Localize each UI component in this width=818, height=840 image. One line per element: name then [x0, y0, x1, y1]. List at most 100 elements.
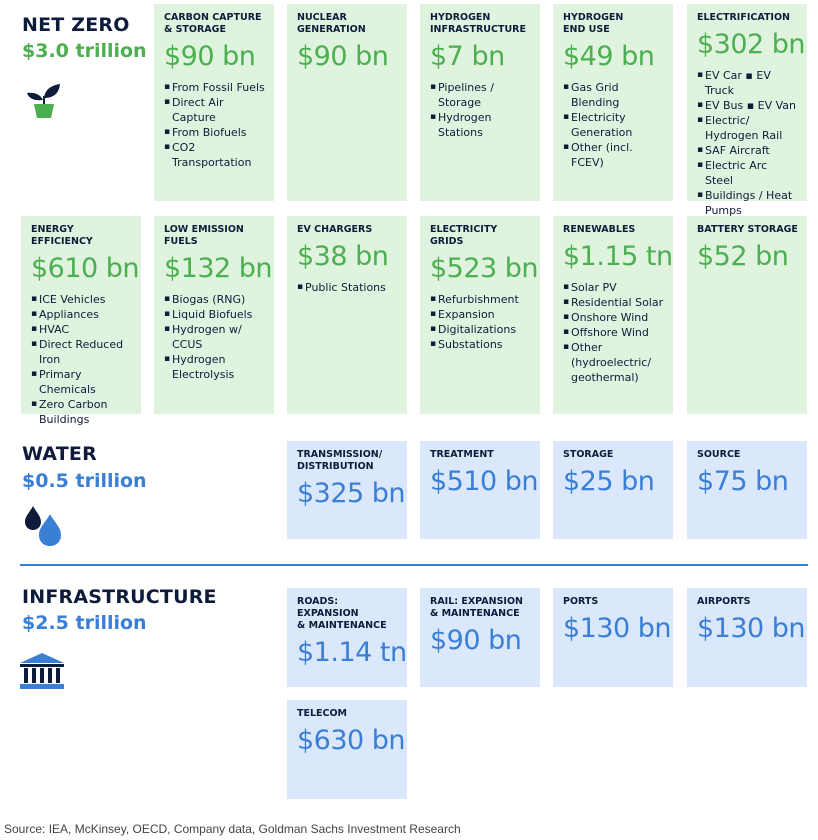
water-total: $0.5 trillion: [22, 470, 147, 492]
card-treatment: TREATMENT $510 bn: [420, 441, 540, 539]
card-value: $52 bn: [697, 241, 789, 272]
list-item: Electric/ Hydrogen Rail: [697, 113, 798, 143]
list-item: Pipelines / Storage: [430, 80, 531, 110]
card-title: CARBON CAPTURE & STORAGE: [164, 12, 262, 35]
card-value: $7 bn: [430, 41, 505, 72]
card-title: LOW EMISSION FUELS: [164, 224, 244, 247]
water-drops-icon: [25, 506, 61, 546]
list-item: Other (incl. FCEV): [563, 140, 664, 170]
list-item: Direct Reduced Iron: [31, 337, 132, 367]
list-item: Hydrogen w/ CCUS: [164, 322, 265, 352]
list-item: Public Stations: [297, 280, 398, 295]
list-item: Refurbishment: [430, 292, 531, 307]
card-list: Biogas (RNG) Liquid Biofuels Hydrogen w/…: [164, 292, 265, 382]
list-item: ICE Vehicles: [31, 292, 132, 307]
list-item: Gas Grid Blending: [563, 80, 664, 110]
card-title: SOURCE: [697, 449, 741, 460]
card-title: BATTERY STORAGE: [697, 224, 798, 235]
list-item: EV Bus ▪ EV Van: [697, 98, 798, 113]
card-battery-storage: BATTERY STORAGE $52 bn: [687, 216, 807, 414]
card-value: $49 bn: [563, 41, 655, 72]
card-energy-efficiency: ENERGY EFFICIENCY $610 bn ICE Vehicles A…: [21, 216, 141, 426]
list-item: Electric Arc Steel: [697, 158, 798, 188]
card-electricity-grids: ELECTRICITY GRIDS $523 bn Refurbishment …: [420, 216, 540, 414]
list-item: Residential Solar: [563, 295, 664, 310]
list-item: EV Car ▪ EV Truck: [697, 68, 798, 98]
card-hydrogen-end-use: HYDROGEN END USE $49 bn Gas Grid Blendin…: [553, 4, 673, 201]
net-zero-total: $3.0 trillion: [22, 40, 147, 62]
card-title: RENEWABLES: [563, 224, 636, 235]
card-telecom: TELECOM $630 bn: [287, 700, 407, 799]
list-item: Solar PV: [563, 280, 664, 295]
card-value: $90 bn: [164, 41, 256, 72]
card-hydrogen-infrastructure: HYDROGEN INFRASTRUCTURE $7 bn Pipelines …: [420, 4, 540, 201]
card-value: $325 bn: [297, 478, 406, 509]
card-list: Gas Grid Blending Electricity Generation…: [563, 80, 664, 170]
card-list: Public Stations: [297, 280, 398, 295]
list-item: Zero Carbon Buildings: [31, 397, 132, 427]
card-title: TRANSMISSION/ DISTRIBUTION: [297, 449, 383, 472]
card-title: HYDROGEN END USE: [563, 12, 624, 35]
card-list: Refurbishment Expansion Digitalizations …: [430, 292, 531, 352]
list-item: Primary Chemicals: [31, 367, 132, 397]
card-value: $523 bn: [430, 253, 539, 284]
card-electrification: ELECTRIFICATION $302 bn EV Car ▪ EV Truc…: [687, 4, 807, 217]
list-item: Biogas (RNG): [164, 292, 265, 307]
card-renewables: RENEWABLES $1.15 tn Solar PV Residential…: [553, 216, 673, 414]
card-low-emission-fuels: LOW EMISSION FUELS $132 bn Biogas (RNG) …: [154, 216, 274, 414]
section-divider: [20, 564, 808, 566]
list-item: Direct Air Capture: [164, 95, 265, 125]
list-item: Hydrogen Stations: [430, 110, 531, 140]
list-item: Hydrogen Electrolysis: [164, 352, 265, 382]
card-value: $1.14 tn: [297, 637, 407, 668]
card-value: $132 bn: [164, 253, 273, 284]
card-value: $1.15 tn: [563, 241, 673, 272]
card-title: EV CHARGERS: [297, 224, 373, 235]
list-item: Onshore Wind: [563, 310, 664, 325]
card-source: SOURCE $75 bn: [687, 441, 807, 539]
card-airports: AIRPORTS $130 bn: [687, 588, 807, 687]
list-item: Substations: [430, 337, 531, 352]
card-value: $610 bn: [31, 253, 140, 284]
card-title: ELECTRICITY GRIDS: [430, 224, 498, 247]
card-list: ICE Vehicles Appliances HVAC Direct Redu…: [31, 292, 132, 427]
card-value: $75 bn: [697, 466, 789, 497]
list-item: Electricity Generation: [563, 110, 664, 140]
water-title: WATER: [22, 443, 97, 465]
card-title: TREATMENT: [430, 449, 494, 460]
list-item: Liquid Biofuels: [164, 307, 265, 322]
card-list: EV Car ▪ EV Truck EV Bus ▪ EV Van Electr…: [697, 68, 798, 218]
card-rail: RAIL: EXPANSION & MAINTENANCE $90 bn: [420, 588, 540, 687]
card-ev-chargers: EV CHARGERS $38 bn Public Stations: [287, 216, 407, 414]
infrastructure-title: INFRASTRUCTURE: [22, 586, 217, 608]
card-title: ROADS: EXPANSION & MAINTENANCE: [297, 596, 387, 631]
list-item: SAF Aircraft: [697, 143, 798, 158]
card-value: $510 bn: [430, 466, 539, 497]
card-title: AIRPORTS: [697, 596, 751, 607]
list-item: From Biofuels: [164, 125, 265, 140]
card-value: $130 bn: [563, 613, 672, 644]
list-item: Offshore Wind: [563, 325, 664, 340]
card-title: ELECTRIFICATION: [697, 12, 790, 23]
card-title: RAIL: EXPANSION & MAINTENANCE: [430, 596, 523, 619]
card-list: From Fossil Fuels Direct Air Capture Fro…: [164, 80, 265, 170]
card-title: STORAGE: [563, 449, 614, 460]
card-list: Solar PV Residential Solar Onshore Wind …: [563, 280, 664, 385]
card-roads: ROADS: EXPANSION & MAINTENANCE $1.14 tn: [287, 588, 407, 687]
card-transmission-distribution: TRANSMISSION/ DISTRIBUTION $325 bn: [287, 441, 407, 539]
card-title: NUCLEAR GENERATION: [297, 12, 366, 35]
list-item: CO2 Transportation: [164, 140, 265, 170]
card-list: Pipelines / Storage Hydrogen Stations: [430, 80, 531, 140]
card-value: $130 bn: [697, 613, 806, 644]
card-title: HYDROGEN INFRASTRUCTURE: [430, 12, 526, 35]
card-nuclear-generation: NUCLEAR GENERATION $90 bn: [287, 4, 407, 201]
card-value: $302 bn: [697, 29, 806, 60]
sprout-plant-icon: [27, 84, 60, 118]
list-item: Other (hydroelectric/ geothermal): [563, 340, 664, 385]
card-value: $90 bn: [430, 625, 522, 656]
card-storage: STORAGE $25 bn: [553, 441, 673, 539]
card-title: TELECOM: [297, 708, 348, 719]
net-zero-title: NET ZERO: [22, 14, 130, 36]
card-carbon-capture: CARBON CAPTURE & STORAGE $90 bn From Fos…: [154, 4, 274, 201]
card-value: $630 bn: [297, 725, 406, 756]
